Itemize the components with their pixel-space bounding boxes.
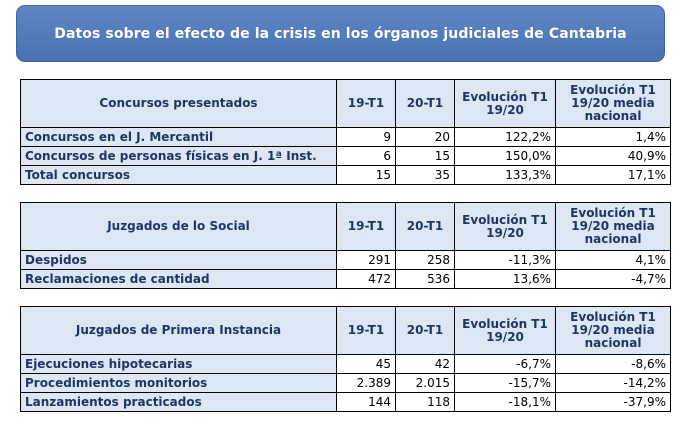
table-row: Concursos en el J. Mercantil 9 20 122,2%… [20, 127, 671, 147]
row-label: Procedimientos monitorios [20, 373, 337, 393]
cell-evolucion: -6,7% [454, 354, 556, 374]
section-title: Concursos presentados [20, 79, 337, 128]
cell-evolucion: 133,3% [454, 165, 556, 185]
cell-media-nacional: 1,4% [555, 127, 671, 147]
column-header-evolucion: Evolución T1 19/20 [454, 306, 556, 355]
column-header-19t1: 19-T1 [336, 79, 396, 128]
cell-19t1: 9 [336, 127, 396, 147]
cell-19t1: 2.389 [336, 373, 396, 393]
section-header-concursos: Concursos presentados 19-T1 20-T1 Evoluc… [20, 79, 671, 128]
cell-20t1: 2.015 [395, 373, 455, 393]
cell-evolucion: 122,2% [454, 127, 556, 147]
row-label: Despidos [20, 250, 337, 270]
column-header-19t1: 19-T1 [336, 306, 396, 355]
cell-20t1: 42 [395, 354, 455, 374]
table-row: Total concursos 15 35 133,3% 17,1% [20, 165, 671, 185]
row-label: Ejecuciones hipotecarias [20, 354, 337, 374]
cell-media-nacional: 17,1% [555, 165, 671, 185]
cell-evolucion: -15,7% [454, 373, 556, 393]
column-header-evolucion: Evolución T1 19/20 [454, 79, 556, 128]
row-label: Total concursos [20, 165, 337, 185]
section-header-primera-instancia: Juzgados de Primera Instancia 19-T1 20-T… [20, 306, 671, 355]
cell-19t1: 15 [336, 165, 396, 185]
title-banner: Datos sobre el efecto de la crisis en lo… [16, 5, 665, 62]
table-row: Despidos 291 258 -11,3% 4,1% [20, 250, 671, 270]
section-title: Juzgados de lo Social [20, 202, 337, 251]
cell-19t1: 144 [336, 392, 396, 412]
cell-media-nacional: -37,9% [555, 392, 671, 412]
cell-20t1: 118 [395, 392, 455, 412]
cell-media-nacional: -8,6% [555, 354, 671, 374]
cell-20t1: 20 [395, 127, 455, 147]
cell-19t1: 291 [336, 250, 396, 270]
column-header-20t1: 20-T1 [395, 306, 455, 355]
cell-20t1: 15 [395, 146, 455, 166]
column-header-media-nacional: Evolución T1 19/20 media nacional [555, 202, 671, 251]
page-title: Datos sobre el efecto de la crisis en lo… [54, 25, 627, 42]
row-label: Concursos de personas físicas en J. 1ª I… [20, 146, 337, 166]
cell-20t1: 258 [395, 250, 455, 270]
cell-media-nacional: -14,2% [555, 373, 671, 393]
section-spacer [20, 184, 671, 203]
column-header-20t1: 20-T1 [395, 79, 455, 128]
table-row: Ejecuciones hipotecarias 45 42 -6,7% -8,… [20, 354, 671, 374]
row-label: Reclamaciones de cantidad [20, 269, 337, 289]
table-row: Lanzamientos practicados 144 118 -18,1% … [20, 392, 671, 412]
cell-20t1: 35 [395, 165, 455, 185]
cell-media-nacional: -4,7% [555, 269, 671, 289]
cell-evolucion: 150,0% [454, 146, 556, 166]
cell-media-nacional: 40,9% [555, 146, 671, 166]
cell-19t1: 45 [336, 354, 396, 374]
row-label: Concursos en el J. Mercantil [20, 127, 337, 147]
cell-20t1: 536 [395, 269, 455, 289]
cell-evolucion: -18,1% [454, 392, 556, 412]
column-header-19t1: 19-T1 [336, 202, 396, 251]
cell-19t1: 6 [336, 146, 396, 166]
section-header-social: Juzgados de lo Social 19-T1 20-T1 Evoluc… [20, 202, 671, 251]
table-row: Reclamaciones de cantidad 472 536 13,6% … [20, 269, 671, 289]
cell-evolucion: 13,6% [454, 269, 556, 289]
cell-19t1: 472 [336, 269, 396, 289]
cell-media-nacional: 4,1% [555, 250, 671, 270]
table-row: Concursos de personas físicas en J. 1ª I… [20, 146, 671, 166]
row-label: Lanzamientos practicados [20, 392, 337, 412]
section-spacer [20, 288, 671, 307]
section-title: Juzgados de Primera Instancia [20, 306, 337, 355]
table-row: Procedimientos monitorios 2.389 2.015 -1… [20, 373, 671, 393]
column-header-media-nacional: Evolución T1 19/20 media nacional [555, 79, 671, 128]
cell-evolucion: -11,3% [454, 250, 556, 270]
column-header-media-nacional: Evolución T1 19/20 media nacional [555, 306, 671, 355]
column-header-20t1: 20-T1 [395, 202, 455, 251]
statistics-table: Concursos presentados 19-T1 20-T1 Evoluc… [20, 79, 671, 412]
column-header-evolucion: Evolución T1 19/20 [454, 202, 556, 251]
